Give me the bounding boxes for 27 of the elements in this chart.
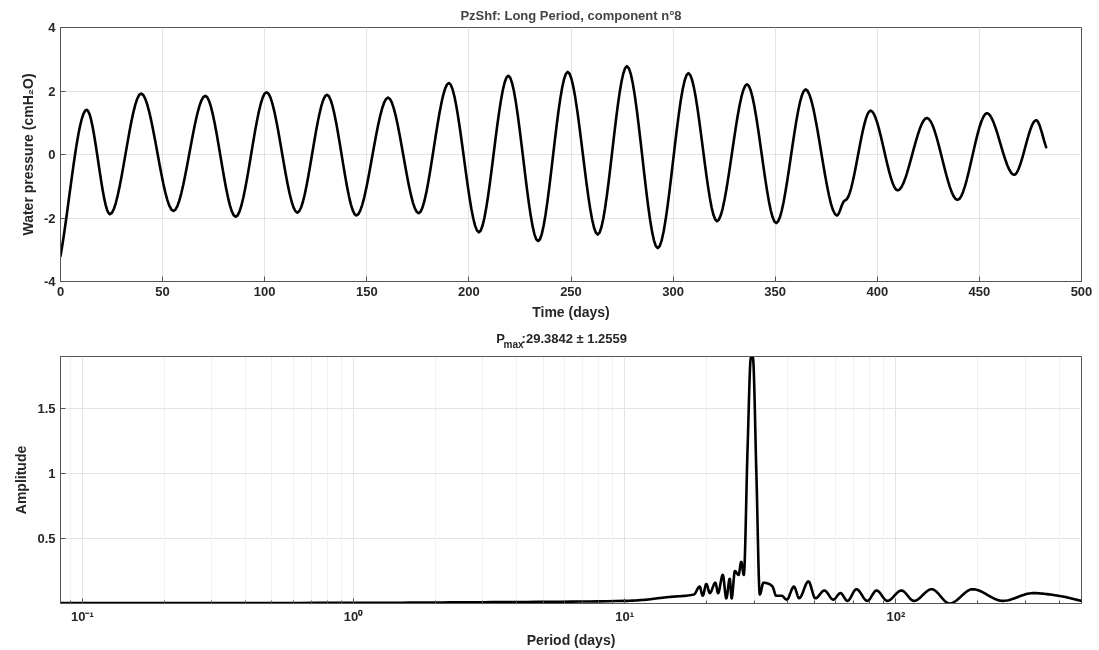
x-tick-label: 10²	[886, 608, 906, 624]
x-tick-label: 100	[253, 283, 276, 299]
x-tick-label: 400	[866, 283, 889, 299]
y-tick-label: 0	[48, 147, 56, 162]
x-axis-title: Period (days)	[526, 631, 616, 648]
y-tick-label: 4	[48, 20, 57, 35]
y-tick-label: 1.5	[37, 401, 56, 416]
y-tick-label: 1	[48, 466, 56, 481]
y-tick-label: -2	[43, 210, 56, 226]
y-tick-label: 0.5	[37, 531, 56, 546]
x-tick-label: 200	[458, 283, 480, 299]
x-tick-label: 450	[968, 283, 991, 299]
y-axis-title: Water pressure (cmH₂O)	[19, 73, 36, 236]
x-tick-label: 350	[764, 283, 787, 299]
x-tick-label: 10⁰	[343, 608, 364, 624]
x-tick-label: 10⁻¹	[71, 608, 94, 624]
x-tick-label: 300	[662, 283, 684, 299]
x-tick-label: 500	[1070, 283, 1093, 299]
y-tick-label: 2	[48, 83, 56, 99]
y-axis-title: Amplitude	[13, 445, 30, 515]
x-tick-label: 50	[155, 283, 170, 299]
x-axis-title: Time (days)	[532, 303, 610, 320]
chart-title: PzShf: Long Period, component n°8	[460, 7, 682, 23]
x-tick-label: 10¹	[615, 608, 635, 624]
x-tick-label: 250	[560, 283, 582, 299]
y-tick-label: -4	[43, 274, 57, 289]
x-tick-label: 150	[355, 283, 378, 299]
